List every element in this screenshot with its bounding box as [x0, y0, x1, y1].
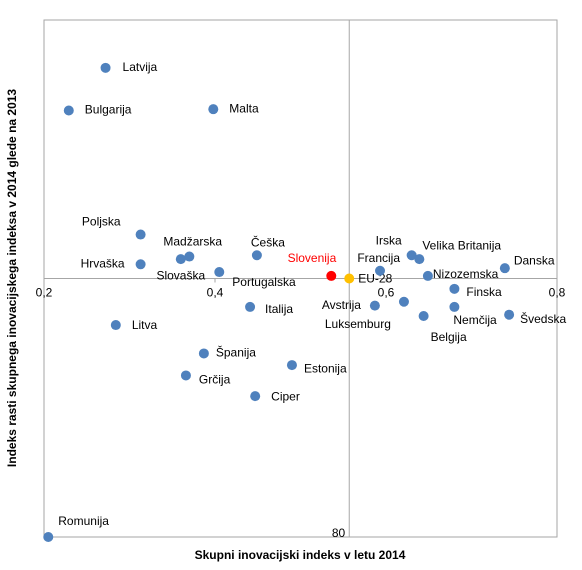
point: [499, 263, 510, 274]
point-label: Danska: [514, 253, 555, 267]
point-label: Finska: [466, 285, 502, 299]
point: [398, 296, 409, 307]
point: [286, 360, 297, 371]
point-label: Estonija: [304, 361, 347, 375]
x-tick-label: 0,4: [207, 286, 224, 300]
point-label: Češka: [251, 234, 285, 249]
point: [43, 532, 54, 542]
point-label: Švedska: [520, 311, 566, 326]
point: [449, 283, 460, 294]
point: [504, 309, 515, 320]
x-tick-label: 0,8: [549, 286, 566, 300]
x-axis-title: Skupni inovacijski indeks v letu 2014: [195, 548, 406, 562]
point: [100, 62, 111, 73]
point: [110, 320, 121, 331]
point-label: Španija: [216, 345, 256, 360]
point-label: Slovaška: [156, 268, 205, 282]
point-label: Slovenija: [288, 251, 337, 265]
point-label: Nemčija: [453, 313, 497, 327]
point-label: Nizozemska: [433, 267, 499, 281]
point: [369, 300, 380, 311]
point: [418, 310, 429, 321]
point-label: Irska: [376, 233, 402, 247]
x-tick-label: 0,2: [36, 286, 53, 300]
point-label: Bulgarija: [85, 103, 132, 117]
point: [250, 391, 261, 402]
point-label: Hrvaška: [81, 256, 125, 270]
point-label: Poljska: [82, 215, 121, 229]
point: [251, 250, 262, 261]
y-axis-title: Indeks rasti skupnega inovacijskega inde…: [5, 89, 19, 468]
point-label: Francija: [357, 251, 400, 265]
point: [414, 254, 425, 265]
point-label: Litva: [132, 318, 158, 332]
point: [135, 229, 146, 240]
point: [135, 259, 146, 270]
point-label: EU-28: [358, 272, 392, 286]
point: [406, 250, 417, 261]
point: [449, 301, 460, 312]
point-label: Portugalska: [232, 275, 296, 289]
point-label: Latvija: [123, 60, 158, 74]
point: [326, 270, 337, 281]
point-label: Romunija: [58, 514, 109, 528]
point-label: Ciper: [271, 389, 300, 403]
point: [214, 267, 225, 278]
point: [175, 254, 186, 265]
point: [245, 301, 256, 312]
x-tick-label: 0,6: [378, 286, 395, 300]
point-label: Velika Britanija: [422, 238, 501, 252]
point-label: Belgija: [431, 330, 467, 344]
point-label: Italija: [265, 302, 293, 316]
y-tick-label: 80: [332, 526, 346, 540]
point: [208, 104, 219, 115]
point: [63, 105, 74, 116]
point: [344, 273, 355, 284]
point: [422, 270, 433, 281]
point: [180, 370, 191, 381]
point-label: Madžarska: [163, 235, 222, 249]
point: [198, 348, 209, 359]
point: [375, 265, 386, 276]
point-label: Malta: [229, 101, 259, 115]
point-label: Avstrija: [322, 298, 361, 312]
point: [184, 251, 195, 262]
point-label: Grčija: [199, 373, 231, 387]
point-label: Luksemburg: [325, 317, 391, 331]
